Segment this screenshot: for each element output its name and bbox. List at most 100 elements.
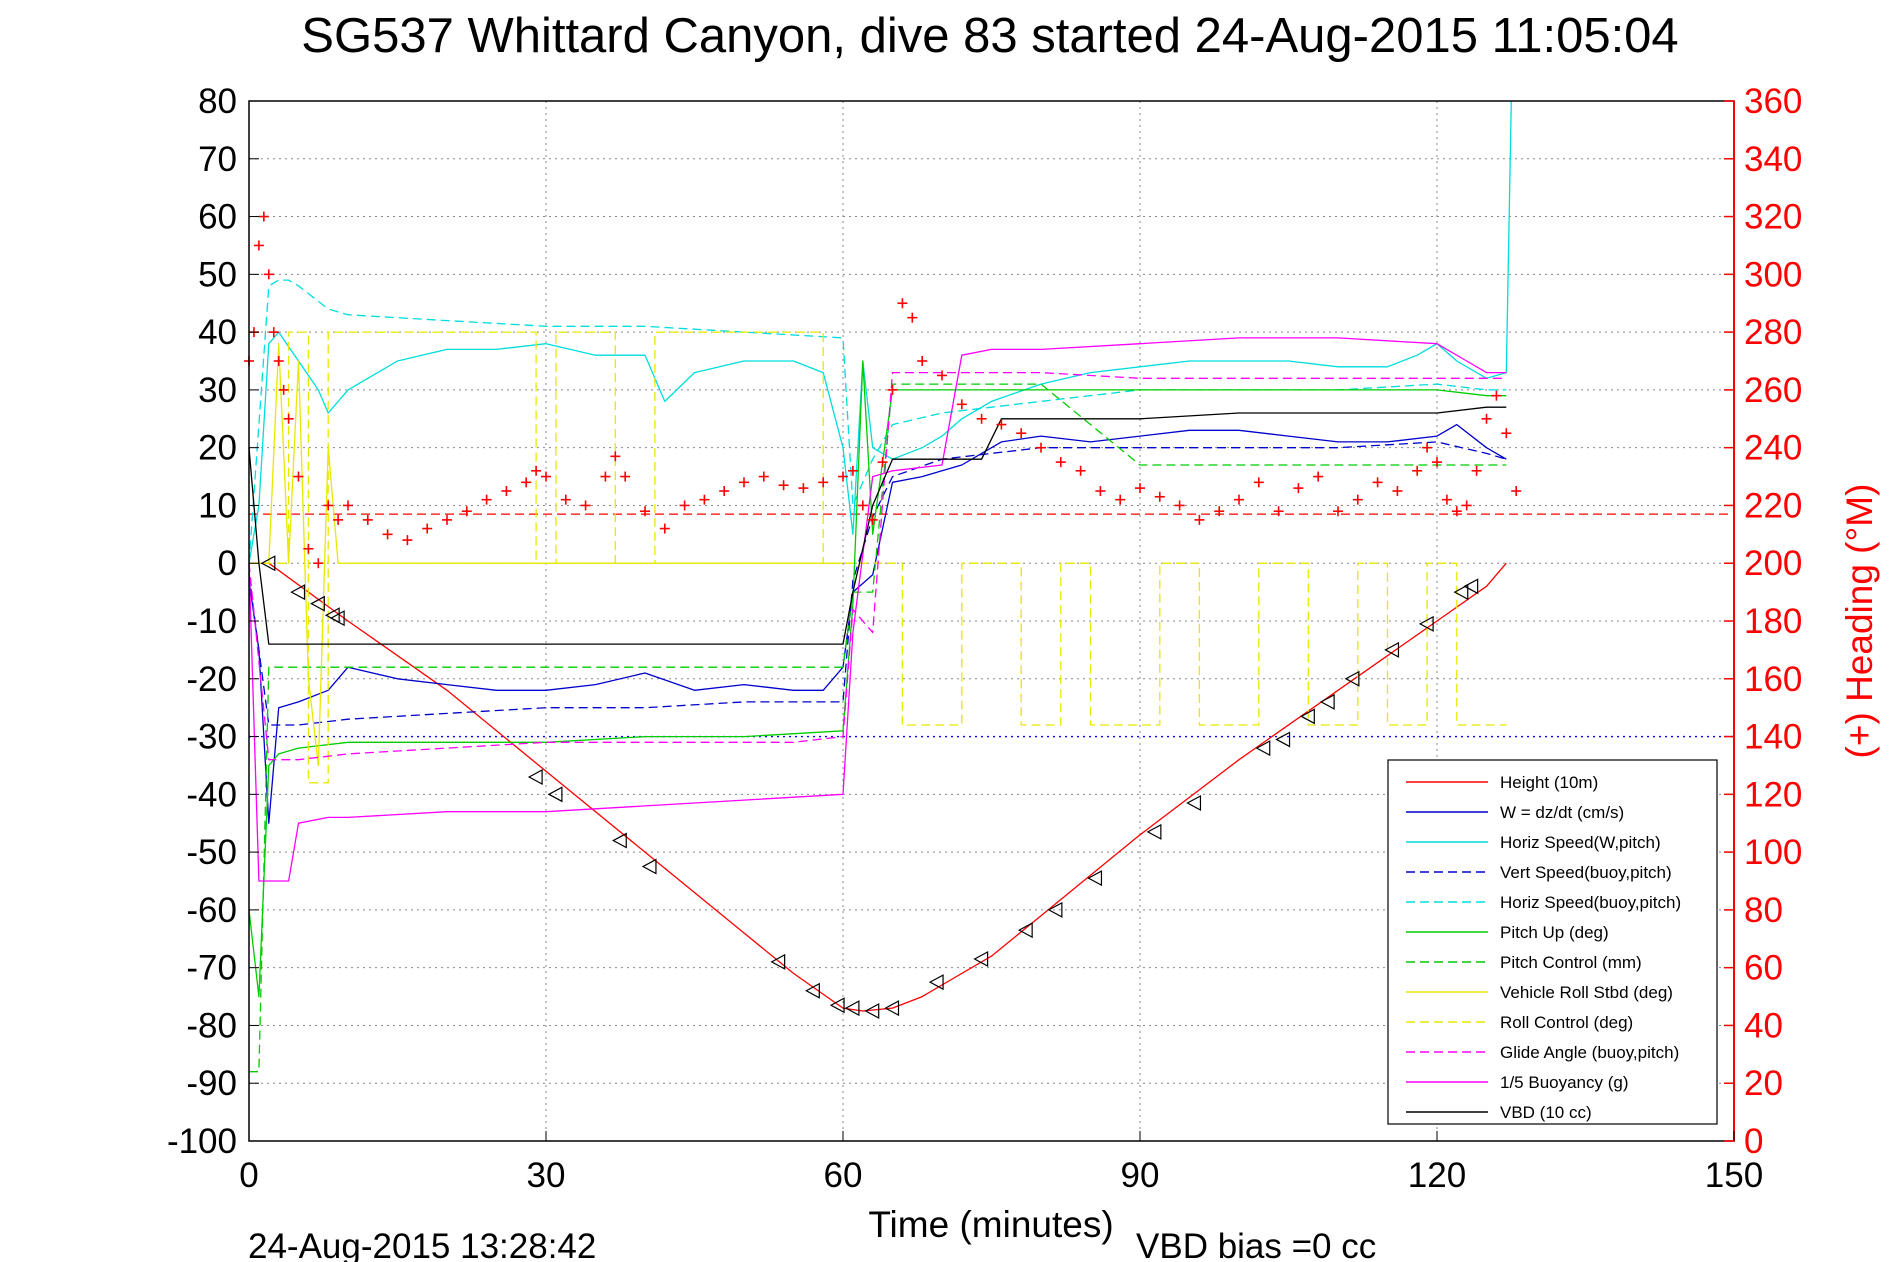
- y-tick-label: -10: [186, 602, 237, 641]
- heading-marker: [580, 500, 591, 511]
- y-tick-label: 20: [198, 429, 237, 468]
- dive-marker: [1418, 615, 1434, 632]
- heading-marker: [1412, 465, 1423, 476]
- heading-marker: [501, 486, 512, 496]
- dive-marker: [1344, 670, 1360, 687]
- dive-marker: [973, 950, 989, 968]
- y-tick-label: 40: [198, 313, 237, 352]
- y2-tick-label: 40: [1744, 1006, 1783, 1045]
- heading-marker: [659, 523, 670, 534]
- heading-marker: [1461, 500, 1472, 511]
- y2-tick-label: 100: [1744, 833, 1802, 872]
- heading-marker: [1471, 465, 1482, 476]
- y-tick-label: -80: [186, 1006, 237, 1045]
- heading-marker: [1016, 428, 1027, 439]
- heading-marker: [640, 506, 650, 517]
- series-line-9: [248, 371, 1507, 761]
- y-tick-label: 30: [198, 371, 237, 410]
- heading-marker: [917, 356, 928, 366]
- y-tick-label: -40: [186, 775, 237, 814]
- y-tick-label: 10: [198, 486, 237, 525]
- heading-marker: [402, 535, 413, 546]
- dive-marker: [329, 610, 345, 627]
- y-tick-label: 80: [198, 82, 237, 121]
- heading-marker: [1174, 500, 1185, 511]
- heading-marker: [253, 240, 264, 251]
- x-tick-label: 120: [1408, 1156, 1466, 1195]
- heading-marker: [263, 269, 274, 280]
- y2-tick-label: 280: [1744, 313, 1802, 352]
- heading-marker: [531, 465, 542, 476]
- y-tick-label: 60: [198, 198, 237, 237]
- y-tick-label: 0: [218, 544, 237, 583]
- y2-tick-label: 320: [1744, 198, 1802, 237]
- heading-marker: [1451, 506, 1462, 517]
- y2-tick-label: 240: [1744, 429, 1802, 468]
- heading-marker: [996, 419, 1007, 430]
- heading-marker: [268, 327, 279, 338]
- series-line-1: [248, 423, 1507, 824]
- dive-marker: [884, 1000, 900, 1017]
- x-tick-label: 150: [1705, 1156, 1763, 1195]
- heading-marker: [313, 558, 324, 569]
- heading-marker: [1036, 442, 1046, 453]
- series-line-11: [248, 406, 1507, 645]
- heading-marker: [1095, 486, 1106, 496]
- heading-marker: [600, 471, 611, 482]
- heading-marker: [1441, 494, 1452, 505]
- x-tick-label: 30: [527, 1156, 566, 1195]
- y2-tick-label: 60: [1744, 949, 1783, 988]
- heading-marker: [1234, 494, 1244, 505]
- dive-marker: [260, 555, 276, 572]
- y2-tick-label: 120: [1744, 775, 1802, 814]
- dive-marker: [1453, 584, 1469, 601]
- heading-marker: [1372, 477, 1383, 488]
- heading-marker: [818, 477, 829, 488]
- footer-timestamp: 24-Aug-2015 13:28:42: [248, 1227, 596, 1262]
- heading-marker: [258, 211, 269, 222]
- heading-marker: [343, 500, 353, 511]
- chart-title: SG537 Whittard Canyon, dive 83 started 2…: [301, 9, 1678, 63]
- heading-marker: [1115, 494, 1126, 505]
- dive-marker: [1186, 794, 1202, 812]
- dive-marker: [1017, 922, 1033, 939]
- series-line-8: [249, 331, 1507, 784]
- heading-marker: [481, 494, 492, 505]
- heading-marker: [278, 384, 289, 395]
- dive-marker: [1463, 578, 1479, 595]
- legend-label: Horiz Speed(W,pitch): [1500, 833, 1661, 852]
- legend-label: Glide Angle (buoy,pitch): [1500, 1043, 1679, 1062]
- heading-markers: [244, 211, 1522, 569]
- heading-marker: [1313, 471, 1324, 482]
- heading-marker: [956, 399, 967, 410]
- y-tick-label: -50: [186, 833, 237, 872]
- heading-marker: [857, 500, 868, 511]
- heading-marker: [303, 543, 314, 554]
- dive-marker: [1300, 708, 1315, 725]
- dive-marker: [1384, 641, 1400, 658]
- legend-label: VBD (10 cc): [1500, 1103, 1592, 1122]
- y-tick-label: -20: [186, 660, 237, 699]
- heading-marker: [1055, 457, 1066, 468]
- dive-marker: [1255, 740, 1271, 757]
- dive-marker: [527, 768, 543, 786]
- heading-marker: [699, 494, 710, 505]
- y2-tick-label: 220: [1744, 486, 1802, 525]
- legend-label: Vert Speed(buoy,pitch): [1500, 863, 1672, 882]
- x-axis-label: Time (minutes): [868, 1204, 1113, 1245]
- legend-label: Height (10m): [1500, 773, 1598, 792]
- legend-label: W = dz/dt (cm/s): [1500, 803, 1624, 822]
- dive-marker: [1275, 731, 1291, 748]
- heading-marker: [461, 506, 472, 517]
- dive-marker: [1319, 693, 1335, 710]
- heading-marker: [1352, 494, 1363, 505]
- heading-marker: [907, 312, 918, 323]
- y2-tick-label: 0: [1744, 1122, 1763, 1161]
- heading-marker: [323, 500, 334, 511]
- x-tick-label: 90: [1121, 1156, 1160, 1195]
- heading-marker: [798, 483, 809, 494]
- heading-marker: [521, 477, 532, 488]
- heading-marker: [867, 514, 878, 525]
- y2-tick-label: 20: [1744, 1064, 1783, 1103]
- x-axis-ticks: 0 30 60 90 120 150: [239, 1131, 1763, 1195]
